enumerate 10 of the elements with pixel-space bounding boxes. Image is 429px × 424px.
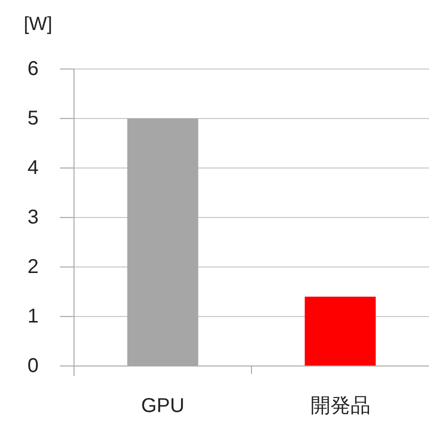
x-tick-label: 開発品 (310, 395, 370, 417)
y-tick-label: 4 (27, 157, 39, 179)
y-tick-label: 0 (27, 355, 39, 377)
y-tick-label: 2 (27, 256, 39, 278)
x-tick-label: GPU (141, 395, 184, 417)
y-tick-label: 6 (27, 58, 39, 80)
y-tick-label: 5 (27, 108, 39, 130)
y-tick-label: 1 (27, 306, 39, 328)
y-tick-label: 3 (27, 206, 39, 228)
y-axis-title: [W] (24, 14, 52, 35)
